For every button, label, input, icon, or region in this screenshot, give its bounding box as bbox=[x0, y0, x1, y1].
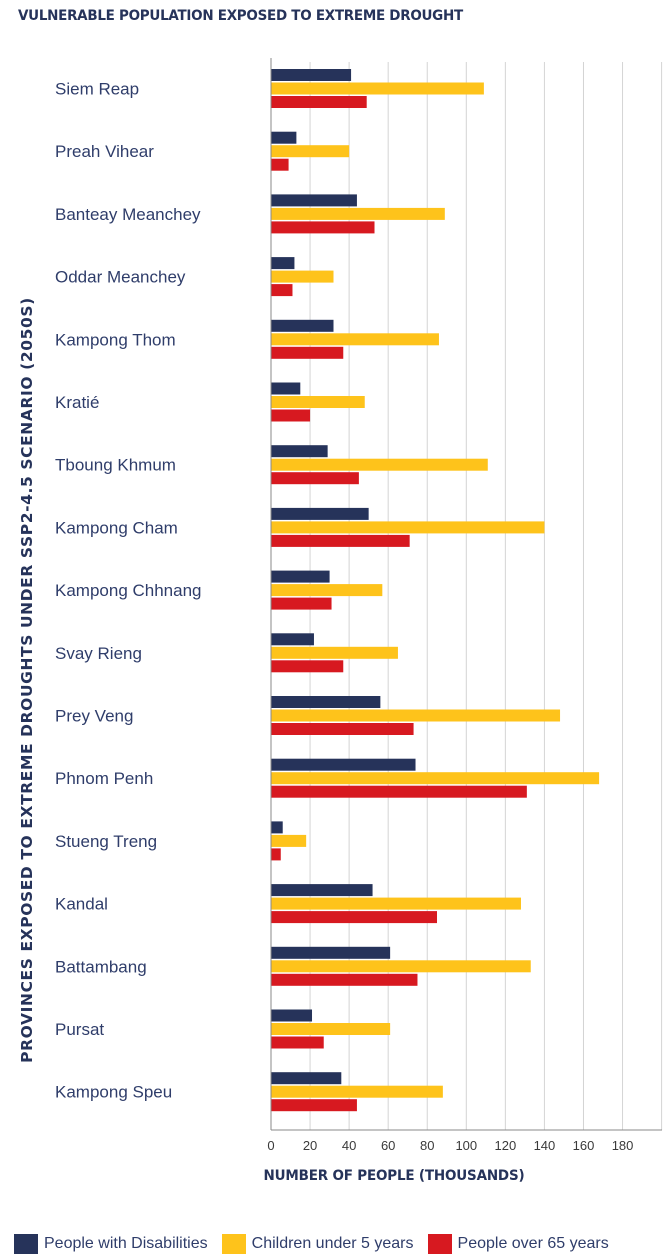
category-label: Svay Rieng bbox=[55, 644, 142, 663]
bar bbox=[271, 946, 391, 959]
category-label: Kampong Speu bbox=[55, 1083, 172, 1102]
bar bbox=[271, 158, 289, 171]
bar bbox=[271, 973, 418, 986]
legend-swatch-disabilities bbox=[14, 1234, 38, 1254]
category-label: Stueng Treng bbox=[55, 832, 157, 851]
bar bbox=[271, 834, 307, 847]
bar bbox=[271, 472, 359, 485]
bar bbox=[271, 1072, 342, 1085]
category-label: Kandal bbox=[55, 895, 108, 914]
bar bbox=[271, 221, 375, 234]
legend-label-disabilities: People with Disabilities bbox=[44, 1235, 208, 1252]
bar bbox=[271, 1023, 391, 1035]
bar-chart: Siem Reap Preah Vihear Banteay Meanchey Odd… bbox=[55, 58, 663, 1153]
bar bbox=[271, 897, 521, 910]
category-label: Phnom Penh bbox=[55, 769, 153, 788]
category-label: Kratié bbox=[55, 393, 99, 412]
legend-swatch-elderly bbox=[427, 1234, 452, 1254]
bar bbox=[271, 69, 352, 81]
category-label: Siem Reap bbox=[55, 80, 139, 99]
bar bbox=[271, 521, 545, 534]
bar bbox=[271, 960, 531, 973]
bar bbox=[271, 821, 283, 834]
bar bbox=[271, 82, 484, 95]
bar bbox=[271, 409, 311, 422]
bar bbox=[271, 848, 281, 861]
bar bbox=[271, 319, 334, 332]
x-tick-label: 60 bbox=[381, 1138, 395, 1153]
category-label: Tboung Khmum bbox=[55, 456, 176, 475]
bar bbox=[271, 396, 365, 408]
x-tick-label: 180 bbox=[612, 1138, 634, 1153]
bar bbox=[271, 772, 600, 785]
category-label: Kampong Cham bbox=[55, 518, 178, 537]
bar bbox=[271, 333, 439, 346]
bar bbox=[271, 257, 295, 270]
bar bbox=[271, 270, 334, 283]
legend-item-children: Children under 5 years bbox=[221, 1234, 414, 1254]
category-label: Battambang bbox=[55, 957, 147, 976]
bar bbox=[271, 207, 445, 220]
bar bbox=[271, 1036, 324, 1049]
bar bbox=[271, 534, 410, 547]
bar bbox=[271, 646, 398, 659]
category-label: Kampong Chhnang bbox=[55, 581, 202, 600]
bar bbox=[271, 884, 373, 897]
bar bbox=[271, 346, 344, 359]
bar bbox=[271, 145, 350, 158]
bar bbox=[271, 785, 527, 798]
bar bbox=[271, 458, 488, 471]
bar bbox=[271, 1085, 443, 1098]
bar bbox=[271, 633, 314, 646]
bar bbox=[271, 507, 369, 520]
bar bbox=[271, 1099, 357, 1112]
legend-label-elderly: People over 65 years bbox=[457, 1235, 609, 1252]
legend-label-children: Children under 5 years bbox=[251, 1235, 414, 1252]
x-tick-label: 80 bbox=[420, 1138, 434, 1153]
bar bbox=[271, 194, 357, 207]
category-label: Kampong Thom bbox=[55, 330, 176, 349]
bar bbox=[271, 911, 438, 924]
bar bbox=[271, 758, 416, 771]
category-label: Pursat bbox=[55, 1020, 104, 1039]
bar bbox=[271, 382, 301, 395]
bar bbox=[271, 723, 414, 735]
category-label: Preah Vihear bbox=[55, 142, 154, 161]
bar bbox=[271, 584, 383, 597]
legend-item-elderly: People over 65 years bbox=[427, 1234, 609, 1254]
legend: People with Disabilities Children under … bbox=[14, 1234, 609, 1254]
x-tick-label: 160 bbox=[573, 1138, 595, 1153]
x-tick-label: 0 bbox=[267, 1138, 274, 1153]
chart-title: VULNERABLE POPULATION EXPOSED TO EXTREME… bbox=[18, 8, 463, 24]
x-tick-label: 100 bbox=[455, 1138, 477, 1153]
bar bbox=[271, 131, 297, 144]
x-tick-label: 120 bbox=[495, 1138, 517, 1153]
bar bbox=[271, 96, 367, 108]
bar bbox=[271, 284, 293, 297]
bar bbox=[271, 660, 344, 673]
bar bbox=[271, 696, 381, 708]
x-tick-label: 40 bbox=[342, 1138, 356, 1153]
x-tick-label: 140 bbox=[534, 1138, 556, 1153]
category-label: Oddar Meanchey bbox=[55, 268, 186, 287]
legend-swatch-children bbox=[221, 1234, 246, 1254]
bar bbox=[271, 597, 332, 610]
bar bbox=[271, 1009, 313, 1022]
bar bbox=[271, 570, 330, 583]
bar bbox=[271, 445, 328, 458]
bar bbox=[271, 709, 561, 722]
category-label: Prey Veng bbox=[55, 707, 133, 726]
category-label: Banteay Meanchey bbox=[55, 205, 201, 224]
x-tick-label: 20 bbox=[303, 1138, 317, 1153]
legend-item-disabilities: People with Disabilities bbox=[14, 1234, 208, 1254]
x-axis-title: NUMBER OF PEOPLE (THOUSANDS) bbox=[263, 1168, 525, 1184]
